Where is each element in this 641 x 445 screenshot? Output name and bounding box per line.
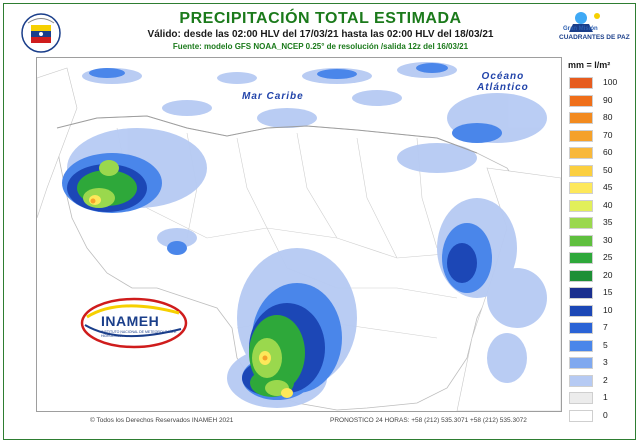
legend-item: 100 <box>566 75 630 93</box>
legend-item: 40 <box>566 198 630 216</box>
legend-item: 80 <box>566 110 630 128</box>
legend-value: 7 <box>603 322 608 332</box>
precipitation-legend: mm = l/m² 100 90 80 70 60 50 45 40 35 30 25 20 15 10 7… <box>566 60 630 425</box>
legend-value: 25 <box>603 252 613 262</box>
legend-swatch <box>569 252 593 264</box>
legend-value: 35 <box>603 217 613 227</box>
legend-value: 2 <box>603 374 608 385</box>
legend-item: 7 <box>566 320 630 338</box>
legend-swatch <box>569 287 593 299</box>
legend-item: 25 <box>566 250 630 268</box>
model-source: Fuente: modelo GFS NOAA_NCEP 0.25° de re… <box>172 42 469 51</box>
partner-line-1: Gran Misión <box>563 26 598 32</box>
legend-value: 60 <box>603 147 613 157</box>
legend-swatch <box>569 304 593 317</box>
legend-value: 50 <box>603 164 613 175</box>
ocean-label-line2: Atlántico <box>477 82 529 93</box>
atlantic-ocean-label: Océano Atlántico <box>477 71 529 93</box>
legend-item: 3 <box>566 355 630 373</box>
inameh-name: INAMEH <box>101 313 160 329</box>
legend-swatch <box>569 94 593 107</box>
legend-swatch <box>569 129 593 142</box>
partner-line-2: CUADRANTES DE PAZ <box>559 34 630 41</box>
precipitation-map: Mar Caribe Océano Atlántico INAMEH INSTI… <box>36 57 562 412</box>
western-land <box>37 67 78 219</box>
legend-item: 0 <box>566 408 630 426</box>
legend-item: 90 <box>566 93 630 111</box>
legend-value: 40 <box>603 199 613 210</box>
legend-swatch <box>569 339 593 352</box>
legend-item: 20 <box>566 268 630 286</box>
legend-value: 5 <box>603 339 608 350</box>
legend-value: 100 <box>603 77 618 87</box>
legend-item: 10 <box>566 303 630 321</box>
legend-item: 45 <box>566 180 630 198</box>
venezuela-seal-icon <box>21 13 61 53</box>
legend-swatch <box>569 374 593 387</box>
forecast-phone: PRONOSTICO 24 HORAS: +58 (212) 535.3071 … <box>330 417 527 424</box>
legend-swatch <box>569 112 593 124</box>
page-frame <box>3 3 636 440</box>
legend-swatch <box>569 234 593 247</box>
legend-value: 10 <box>603 304 613 315</box>
legend-value: 0 <box>603 409 608 420</box>
legend-swatch <box>569 269 593 282</box>
coastline <box>56 115 478 154</box>
validity-period: Válido: desde las 02:00 HLV del 17/03/21… <box>147 29 494 40</box>
cuadrantes-de-paz-logo: Gran Misión CUADRANTES DE PAZ <box>553 10 630 50</box>
legend-value: 15 <box>603 287 613 297</box>
ocean-label-line1: Océano <box>481 71 525 82</box>
legend-value: 90 <box>603 94 613 105</box>
legend-swatch <box>569 409 593 422</box>
inameh-swoosh-icon <box>80 297 188 349</box>
legend-value: 3 <box>603 357 608 367</box>
legend-swatch <box>569 322 593 334</box>
legend-swatch <box>569 357 593 369</box>
legend-value: 30 <box>603 234 613 245</box>
precip-orange <box>90 198 268 361</box>
caribbean-sea-label: Mar Caribe <box>242 91 304 102</box>
legend-item: 70 <box>566 128 630 146</box>
legend-swatch <box>569 392 593 404</box>
legend-item: 35 <box>566 215 630 233</box>
precip-yellow <box>89 195 293 398</box>
legend-swatch <box>569 77 593 89</box>
legend-value: 80 <box>603 112 613 122</box>
legend-item: 60 <box>566 145 630 163</box>
legend-item: 50 <box>566 163 630 181</box>
legend-swatch <box>569 164 593 177</box>
legend-value: 1 <box>603 392 608 402</box>
legend-item: 2 <box>566 373 630 391</box>
map-canvas <box>37 62 561 411</box>
legend-item: 1 <box>566 390 630 408</box>
legend-swatch <box>569 199 593 212</box>
legend-item: 5 <box>566 338 630 356</box>
legend-swatch <box>569 217 593 229</box>
legend-value: 70 <box>603 129 613 140</box>
legend-swatch <box>569 147 593 159</box>
copyright-text: © Todos los Derechos Reservados INAMEH 2… <box>90 417 234 424</box>
inameh-subtitle: INSTITUTO NACIONAL DE METEOROLOGÍA E HID… <box>101 330 177 338</box>
inameh-logo: INAMEH INSTITUTO NACIONAL DE METEOROLOGÍ… <box>79 295 189 351</box>
legend-item: 15 <box>566 285 630 303</box>
legend-value: 45 <box>603 182 613 192</box>
map-title: PRECIPITACIÓN TOTAL ESTIMADA <box>179 10 462 27</box>
legend-swatch <box>569 182 593 194</box>
cuadrantes-icon <box>569 12 600 32</box>
legend-value: 20 <box>603 269 613 280</box>
legend-title: mm = l/m² <box>568 60 611 70</box>
legend-item: 30 <box>566 233 630 251</box>
